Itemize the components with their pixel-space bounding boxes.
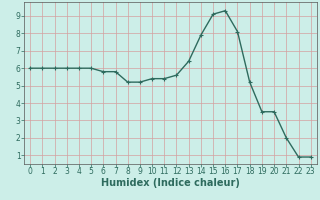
X-axis label: Humidex (Indice chaleur): Humidex (Indice chaleur) [101, 178, 240, 188]
